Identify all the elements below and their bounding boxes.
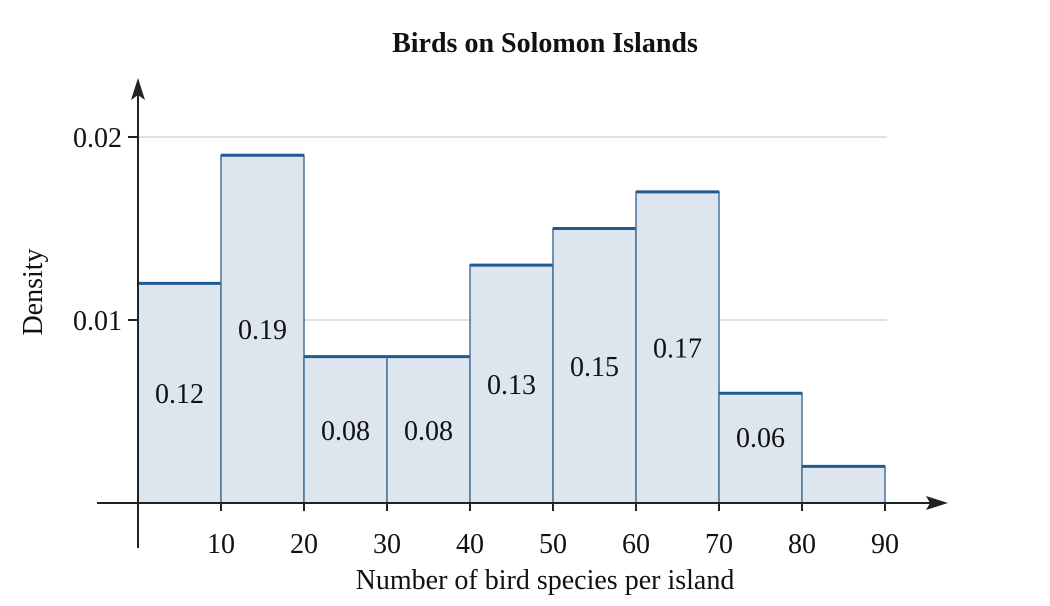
x-tick-label-8: 90 — [871, 529, 899, 560]
x-tick-label-5: 60 — [622, 529, 650, 560]
y-tick-label-1: 0.02 — [73, 123, 122, 154]
bar-group-3: 0.08 — [386, 355, 471, 504]
y-axis-arrow — [131, 78, 145, 100]
bar-label-3: 0.08 — [404, 416, 453, 447]
x-tick-label-7: 80 — [788, 529, 816, 560]
bar-group-0: 0.12 — [137, 281, 222, 504]
x-axis-label: Number of bird species per island — [356, 565, 735, 596]
chart-title: Birds on Solomon Islands — [392, 28, 698, 59]
x-axis-arrow — [926, 496, 948, 510]
bar-group-1: 0.19 — [220, 153, 305, 504]
bar-label-6: 0.17 — [653, 333, 702, 364]
bars: 0.12 0.19 0.08 0.08 0.13 0.15 0.17 0.06 — [137, 153, 886, 504]
bar-7 — [718, 392, 803, 504]
x-tick-label-0: 10 — [207, 529, 235, 560]
y-tick-label-0: 0.01 — [73, 306, 122, 337]
y-axis-label: Density — [18, 248, 49, 335]
x-tick-label-3: 40 — [456, 529, 484, 560]
bar-label-4: 0.13 — [487, 370, 536, 401]
x-tick-label-2: 30 — [373, 529, 401, 560]
x-tick-label-1: 20 — [290, 529, 318, 560]
bar-5 — [552, 227, 637, 504]
bar-group-4: 0.13 — [469, 263, 554, 504]
bar-label-2: 0.08 — [321, 416, 370, 447]
bar-label-5: 0.15 — [570, 352, 619, 383]
bar-group-6: 0.17 — [635, 190, 720, 504]
bar-group-7: 0.06 — [718, 391, 803, 504]
x-tick-label-6: 70 — [705, 529, 733, 560]
bar-4 — [469, 264, 554, 504]
x-tick-label-4: 50 — [539, 529, 567, 560]
bar-2 — [303, 355, 388, 504]
bar-group-8 — [801, 464, 886, 504]
bar-label-1: 0.19 — [238, 315, 287, 346]
ticks: 10 20 30 40 50 60 70 80 90 0.01 0.02 — [73, 123, 899, 560]
bar-8 — [801, 465, 886, 504]
bar-group-5: 0.15 — [552, 227, 637, 504]
bar-group-2: 0.08 — [303, 355, 388, 504]
bar-label-7: 0.06 — [736, 423, 785, 454]
bar-label-0: 0.12 — [155, 379, 204, 410]
